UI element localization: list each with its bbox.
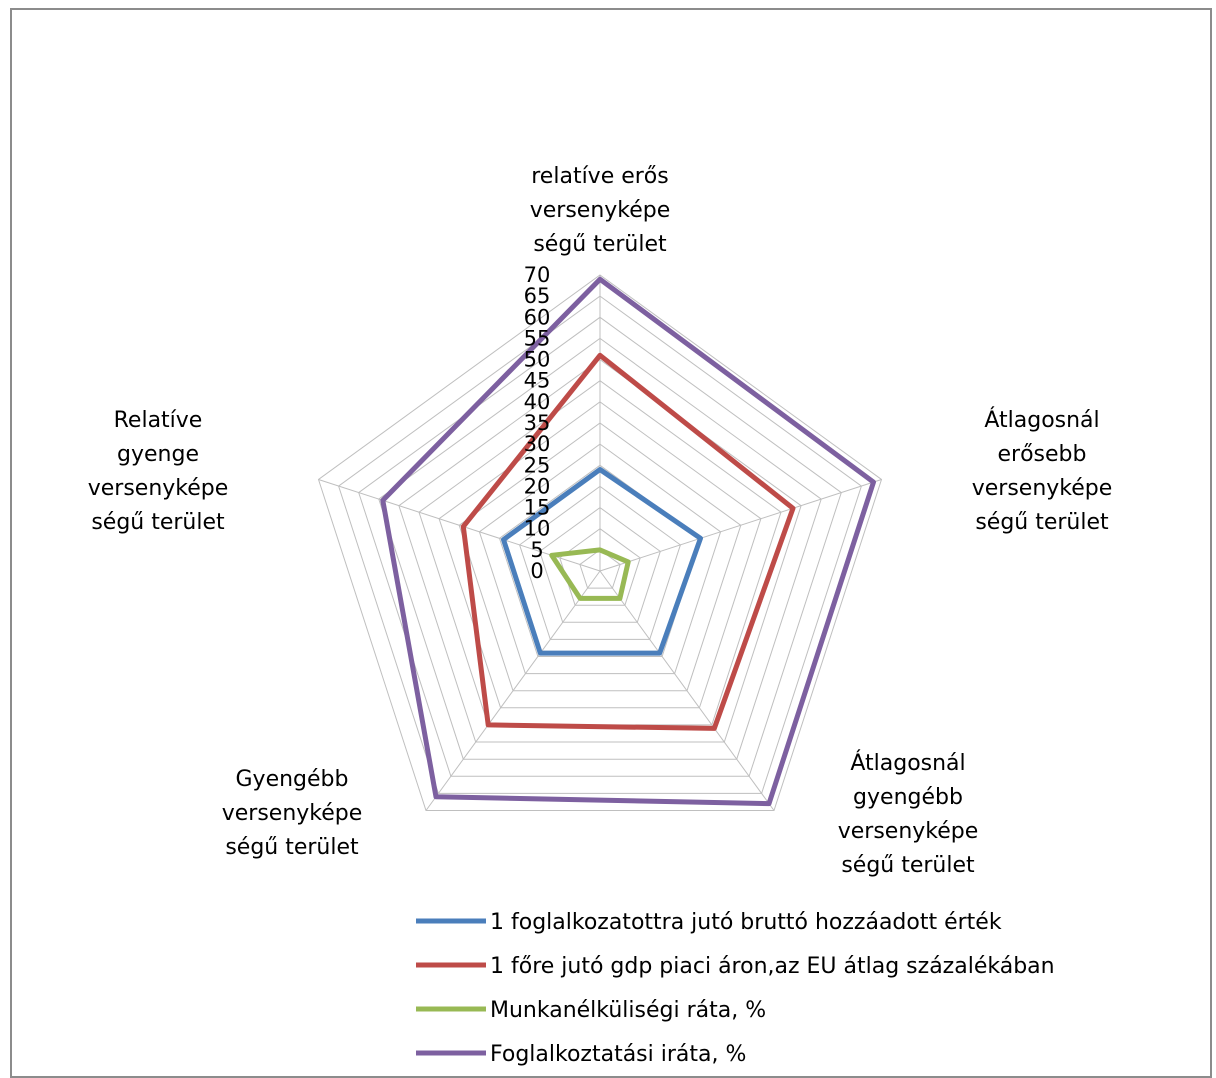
tick-label: 0 <box>530 559 543 583</box>
category-label: Átlagosnál gyengébb versenyképe ségű terüle… <box>838 750 979 878</box>
legend-label: Foglalkoztatási iráta, % <box>490 1042 746 1067</box>
tick-label: 60 <box>524 305 551 329</box>
legend-label: 1 főre jutó gdp piaci áron,az EU átlag s… <box>490 954 1055 979</box>
tick-label: 45 <box>524 369 551 393</box>
grid-ring <box>539 506 661 623</box>
series-line-3 <box>549 547 631 601</box>
category-label: Gyengébb versenyképe ségű terület <box>222 767 363 860</box>
axis-spoke <box>425 570 601 811</box>
grid-ring <box>579 549 621 589</box>
grid-ring <box>458 422 742 692</box>
tick-label: 55 <box>524 326 551 350</box>
tick-label: 40 <box>524 390 551 414</box>
category-label: Relatíve gyenge versenyképe ségű terület <box>88 408 229 535</box>
tick-label: 15 <box>524 496 551 520</box>
tick-label: 70 <box>524 263 551 287</box>
tick-label: 65 <box>524 284 551 308</box>
grid-ring <box>317 274 883 811</box>
grid-ring <box>438 401 762 709</box>
grid-ring <box>338 295 862 794</box>
grid-ring <box>478 443 722 675</box>
tick-label: 50 <box>524 348 551 372</box>
series-line-4 <box>380 276 876 807</box>
chart-frame <box>10 8 1212 1078</box>
tick-label: 30 <box>524 432 551 456</box>
tick-label: 35 <box>524 411 551 435</box>
category-label: relatíve erős versenyképe ségű terület <box>530 164 671 257</box>
grid-ring <box>519 485 681 640</box>
tick-label: 20 <box>524 474 551 498</box>
axis-spoke <box>318 479 601 572</box>
grid-ring <box>358 316 842 777</box>
series-line-2 <box>460 352 796 731</box>
tick-label: 25 <box>524 453 551 477</box>
category-label: Átlagosnál erősebb versenyképe ségű terület <box>972 407 1113 535</box>
tick-label: 5 <box>530 538 543 562</box>
grid-ring <box>398 358 802 743</box>
axis-spoke <box>599 570 775 811</box>
axis-spoke <box>599 479 882 572</box>
tick-label: 10 <box>524 517 551 541</box>
series-line-1 <box>501 467 703 656</box>
legend-label: Munkanélküliségi ráta, % <box>490 998 766 1023</box>
legend-label: 1 foglalkozatottra jutó bruttó hozzáadot… <box>490 910 1002 935</box>
grid-ring <box>378 337 822 760</box>
